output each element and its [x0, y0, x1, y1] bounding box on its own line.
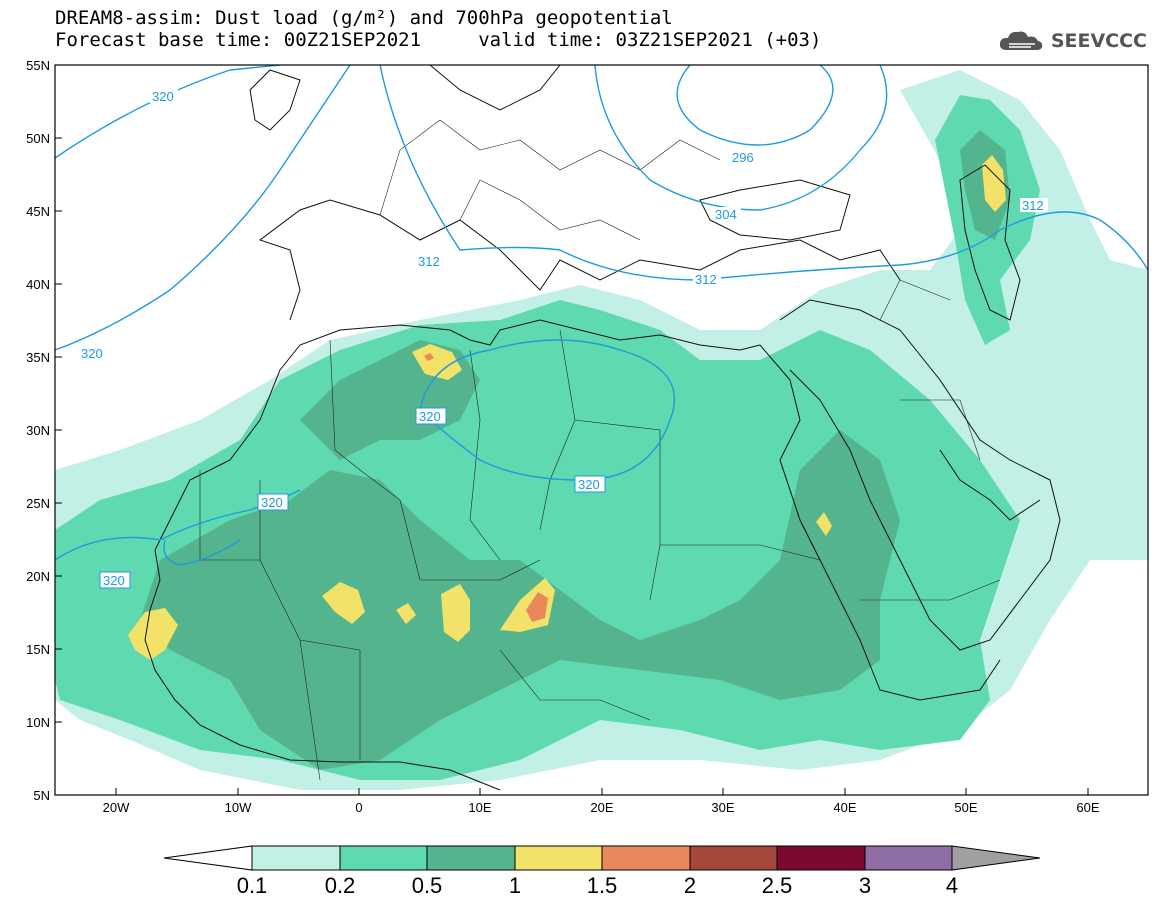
- lat-tick-labels: 55N 50N 45N 40N 35N 30N 25N 20N 15N 10N …: [26, 58, 50, 803]
- contour-296: [676, 65, 834, 146]
- coastline-arabia: [779, 299, 1061, 651]
- geopotential-contours: [55, 65, 1148, 566]
- border-lines-europe: [379, 119, 721, 241]
- map-panel: 320 296 304 312 312 312 320 320 320 320 …: [54, 64, 1149, 796]
- colorbar-swatch: [514, 845, 603, 871]
- border-lines-east: [759, 279, 1001, 641]
- dust-max-niger: [441, 584, 470, 642]
- dust-max-west-africa: [128, 608, 178, 660]
- colorbar: [163, 845, 1041, 871]
- coastlines: [144, 65, 1061, 791]
- colorbar-label: 2.5: [762, 873, 793, 898]
- colorbar-swatch: [339, 845, 428, 871]
- contour-label: 312: [418, 254, 440, 269]
- borders: [199, 119, 1001, 781]
- lon-tick-labels: 20W 10W 0 10E 20E 30E 40E 50E 60E: [103, 800, 1100, 815]
- colorbar-label: 0.5: [412, 873, 443, 898]
- lon-tick-label: 10W: [225, 800, 252, 815]
- lat-tick-label: 50N: [26, 131, 50, 146]
- contour-label-group: 320 296 304 312 312 312 320 320 320 320 …: [79, 89, 1048, 589]
- coastline-gulf: [939, 449, 1041, 521]
- lon-tick-label: 30E: [711, 800, 734, 815]
- contour-label: 320: [152, 89, 174, 104]
- forecast-times: Forecast base time: 00Z21SEP2021 valid t…: [55, 29, 822, 51]
- logo-text: SEEVCCC: [1050, 30, 1147, 52]
- colorbar-swatch: [251, 845, 341, 871]
- lat-axis: [55, 64, 62, 796]
- contour-label: 312: [1022, 198, 1044, 213]
- seevccc-logo: SEEVCCC: [997, 26, 1147, 56]
- colorbar-label: 1.5: [587, 873, 618, 898]
- contour-label: 320: [261, 495, 283, 510]
- contour-label: 312: [695, 272, 717, 287]
- lat-tick-label: 5N: [33, 788, 50, 803]
- lat-tick-label: 20N: [26, 569, 50, 584]
- coastline-europe: [258, 199, 901, 321]
- colorbar-swatch: [426, 845, 516, 871]
- coastline-black-sea: [699, 179, 851, 241]
- cloud-icon: [999, 31, 1042, 50]
- coastline-scandinavia: [429, 65, 561, 111]
- colorbar-label: 1: [509, 873, 521, 898]
- colorbar-under-arrow: [163, 845, 253, 871]
- coastline-africa-west: [154, 319, 761, 551]
- coastline-west-africa-south: [144, 549, 501, 791]
- coastline-uk: [249, 69, 301, 131]
- dust-max-red-sea: [816, 512, 832, 536]
- dust-peak-chad: [526, 592, 548, 622]
- contour-312-north: [379, 65, 1148, 281]
- colorbar-label: 3: [859, 873, 871, 898]
- dust-fields: [55, 70, 1148, 790]
- dust-max-mali: [322, 582, 365, 624]
- colorbar-swatch: [864, 845, 953, 871]
- contour-320-sahara: [419, 339, 675, 481]
- lon-tick-label: 20E: [590, 800, 613, 815]
- contour-304: [594, 65, 888, 211]
- contour-label: 320: [103, 573, 125, 588]
- colorbar-label: 0.2: [325, 873, 356, 898]
- lat-tick-label: 25N: [26, 496, 50, 511]
- lon-tick-label: 50E: [954, 800, 977, 815]
- coastline-caspian: [959, 164, 1021, 321]
- lon-axis: [115, 788, 1089, 795]
- lon-tick-label: 60E: [1076, 800, 1099, 815]
- colorbar-swatch: [689, 845, 778, 871]
- colorbar-over-arrow: [951, 845, 1041, 871]
- border-lines-north-africa: [329, 329, 760, 601]
- dust-max-algeria: [412, 344, 462, 380]
- lat-tick-label: 10N: [26, 715, 50, 730]
- dust-peak-algeria: [424, 353, 434, 361]
- colorbar-label: 4: [946, 873, 958, 898]
- lat-tick-label: 40N: [26, 277, 50, 292]
- contour-label: 320: [578, 477, 600, 492]
- chart-title: DREAM8-assim: Dust load (g/m²) and 700hP…: [55, 7, 673, 29]
- border-lines-sahel: [199, 470, 651, 781]
- colorbar-label: 2: [684, 873, 696, 898]
- contour-label: 304: [715, 207, 737, 222]
- contour-320-west: [55, 65, 351, 351]
- lon-tick-label: 0: [355, 800, 362, 815]
- dust-max-caspian: [982, 155, 1006, 212]
- colorbar-swatch: [601, 845, 691, 871]
- contour-label: 320: [419, 409, 441, 424]
- lat-tick-label: 55N: [26, 58, 50, 73]
- dust-max-niger-small: [396, 603, 416, 624]
- contour-320-nw: [55, 65, 281, 159]
- colorbar-swatch: [776, 845, 866, 871]
- contour-label: 296: [732, 150, 754, 165]
- lon-tick-label: 40E: [833, 800, 856, 815]
- colorbar-label: 0.1: [237, 873, 268, 898]
- lat-tick-label: 15N: [26, 642, 50, 657]
- contour-label: 320: [81, 346, 103, 361]
- lon-tick-label: 10E: [468, 800, 491, 815]
- lon-tick-label: 20W: [103, 800, 130, 815]
- colorbar-labels: 0.1 0.2 0.5 1 1.5 2 2.5 3 4: [237, 873, 958, 898]
- lat-tick-label: 45N: [26, 204, 50, 219]
- lat-tick-label: 30N: [26, 423, 50, 438]
- lat-tick-label: 35N: [26, 350, 50, 365]
